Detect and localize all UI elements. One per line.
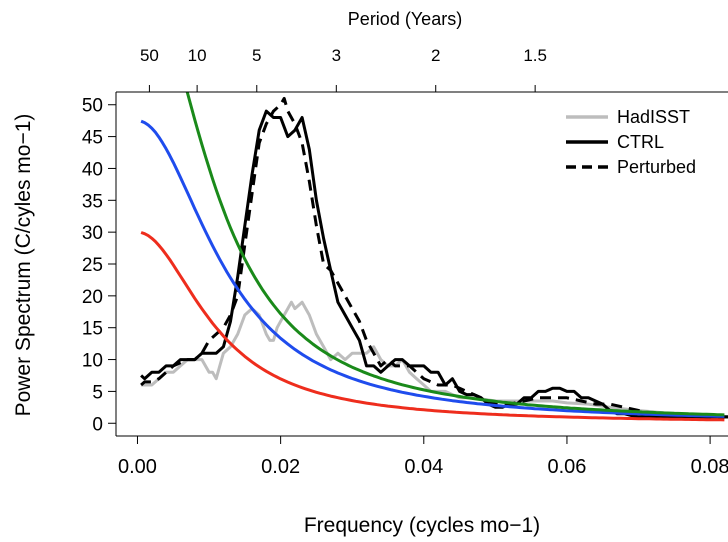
x-tick-label: 0.00	[118, 456, 157, 478]
y-tick-label: 50	[82, 96, 103, 117]
legend-label: CTRL	[617, 132, 664, 152]
x-axis-title: Frequency (cycles mo−1)	[304, 514, 540, 537]
y-tick-label: 10	[82, 351, 103, 372]
x-tick-label: 0.04	[404, 456, 443, 478]
y-tick-label: 5	[92, 382, 103, 403]
series-line-red	[140, 231, 725, 422]
top-axis-title: Period (Years)	[348, 9, 462, 29]
legend-label: Perturbed	[617, 157, 696, 177]
legend-label: HadISST	[617, 107, 690, 127]
y-tick-label: 15	[82, 319, 103, 340]
y-tick-label: 20	[82, 287, 103, 308]
y-tick-label: 0	[92, 414, 103, 435]
x-tick-label: 0.02	[261, 456, 300, 478]
top-tick-label: 5	[252, 46, 261, 65]
top-tick-label: 10	[188, 46, 207, 65]
y-axis-title: Power Spectrum (C/cyles mo−1)	[12, 114, 35, 417]
y-tick-label: 35	[82, 191, 103, 212]
top-tick-label: 2	[431, 46, 440, 65]
top-tick-label: 3	[332, 46, 341, 65]
x-tick-label: 0.08	[691, 456, 728, 478]
y-tick-label: 30	[82, 223, 103, 244]
top-tick-label: 50	[140, 46, 159, 65]
y-tick-label: 40	[82, 159, 103, 180]
series-layer	[140, 92, 728, 422]
y-tick-label: 25	[82, 255, 103, 276]
top-tick-label: 1.5	[523, 46, 547, 65]
series-line-green	[185, 92, 725, 417]
series-line-blue	[140, 119, 725, 418]
x-tick-label: 0.06	[547, 456, 586, 478]
y-tick-label: 45	[82, 128, 103, 149]
series-line-perturbed	[140, 96, 728, 419]
legend: HadISST CTRL Perturbed	[566, 107, 696, 177]
